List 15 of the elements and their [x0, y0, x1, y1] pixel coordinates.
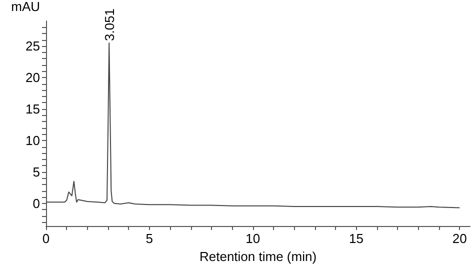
x-tick-label: 20: [452, 231, 467, 246]
y-tick-label: 15: [26, 102, 40, 117]
y-axis-title: mAU: [11, 0, 40, 14]
y-tick-label: 20: [26, 70, 40, 86]
y-tick-label: 5: [32, 164, 40, 180]
line-series: [46, 42, 460, 208]
y-tick-label: 10: [26, 132, 40, 148]
x-axis-title: Retention time (min): [199, 249, 317, 264]
annotation: 3.051: [102, 8, 118, 42]
x-tick-label: 15: [349, 231, 364, 246]
y-tick-label: 0: [32, 196, 40, 211]
x-tick-label: 0: [42, 231, 50, 246]
x-tick-label: 10: [246, 231, 260, 246]
x-tick-label: 5: [146, 231, 154, 246]
y-tick-label: 25: [26, 38, 40, 54]
